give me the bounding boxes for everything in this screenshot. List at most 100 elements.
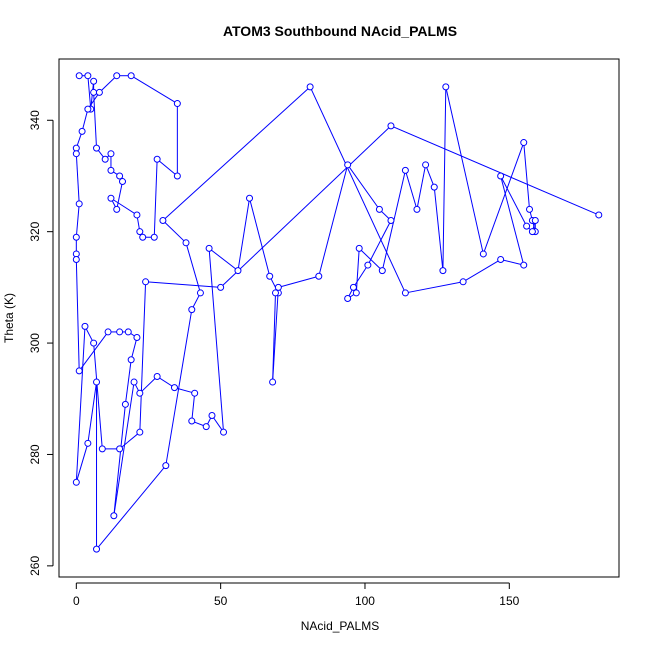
data-point bbox=[528, 228, 536, 236]
data-point bbox=[121, 400, 129, 408]
series-segment bbox=[500, 175, 525, 266]
data-point bbox=[133, 211, 141, 219]
y-axis-label: Theta (K) bbox=[2, 293, 16, 343]
series-segment bbox=[113, 381, 135, 516]
data-point bbox=[246, 194, 254, 202]
data-point bbox=[127, 356, 135, 364]
series-segment bbox=[162, 220, 187, 244]
data-point bbox=[479, 250, 487, 258]
series-segment bbox=[433, 187, 444, 271]
data-point bbox=[497, 172, 505, 180]
data-point bbox=[95, 88, 103, 96]
data-point bbox=[497, 256, 505, 264]
series-segment bbox=[165, 309, 193, 466]
series-segment bbox=[87, 381, 98, 444]
data-point bbox=[136, 389, 144, 397]
data-point bbox=[355, 244, 363, 252]
data-point bbox=[84, 72, 92, 80]
y-tick-label: 340 bbox=[28, 110, 42, 130]
series-segment bbox=[75, 326, 86, 483]
x-axis-label: NAcid_PALMS bbox=[301, 619, 379, 633]
data-point bbox=[531, 217, 539, 225]
data-point bbox=[142, 278, 150, 286]
data-point bbox=[422, 161, 430, 169]
data-point bbox=[413, 205, 421, 213]
data-point bbox=[188, 306, 196, 314]
data-point bbox=[84, 105, 92, 113]
data-point bbox=[130, 378, 138, 386]
data-point bbox=[93, 144, 101, 152]
data-point bbox=[306, 83, 314, 91]
chart-title: ATOM3 Southbound NAcid_PALMS bbox=[223, 23, 457, 39]
series-segment bbox=[278, 275, 319, 288]
data-point bbox=[274, 283, 282, 291]
series-segment bbox=[462, 259, 501, 283]
data-point bbox=[101, 155, 109, 163]
series-segment bbox=[500, 259, 524, 266]
data-point bbox=[344, 161, 352, 169]
plot-frame bbox=[58, 58, 620, 578]
data-point bbox=[173, 100, 181, 108]
series-segment bbox=[78, 331, 109, 372]
data-point bbox=[387, 122, 395, 130]
series-segment bbox=[208, 247, 239, 272]
data-point bbox=[442, 83, 450, 91]
data-point bbox=[162, 462, 170, 470]
series-segment bbox=[87, 75, 92, 110]
data-point bbox=[104, 328, 112, 336]
data-point bbox=[90, 77, 98, 85]
series-segment bbox=[347, 164, 380, 210]
data-point bbox=[271, 289, 279, 297]
series-segment bbox=[81, 109, 89, 132]
data-point bbox=[78, 127, 86, 135]
series-segment bbox=[75, 443, 89, 483]
data-point bbox=[136, 228, 144, 236]
series-line bbox=[75, 75, 599, 550]
series-segment bbox=[208, 248, 225, 433]
data-point bbox=[81, 322, 89, 330]
data-point bbox=[75, 367, 83, 375]
data-point bbox=[352, 289, 360, 297]
x-tick-label: 150 bbox=[499, 594, 519, 608]
data-point bbox=[113, 72, 121, 80]
data-point bbox=[133, 333, 141, 341]
data-point bbox=[107, 194, 115, 202]
data-point bbox=[90, 339, 98, 347]
data-point bbox=[170, 384, 178, 392]
data-point bbox=[107, 166, 115, 174]
series-segment bbox=[353, 264, 369, 288]
data-point bbox=[153, 155, 161, 163]
series-segment bbox=[416, 164, 427, 210]
series-segment bbox=[405, 281, 464, 294]
data-point bbox=[110, 512, 118, 520]
data-point bbox=[153, 372, 161, 380]
series-segment bbox=[93, 343, 103, 449]
data-point bbox=[520, 261, 528, 269]
series-segment bbox=[162, 86, 311, 221]
series-segment bbox=[153, 159, 158, 238]
data-point bbox=[182, 239, 190, 247]
series-segment bbox=[220, 125, 392, 288]
series-segment bbox=[96, 465, 167, 550]
series-segment bbox=[318, 164, 349, 277]
data-point bbox=[191, 389, 199, 397]
series-segment bbox=[249, 198, 271, 277]
data-point bbox=[72, 233, 80, 241]
series-segment bbox=[75, 153, 80, 204]
series-segment bbox=[500, 175, 528, 227]
data-point bbox=[107, 150, 115, 158]
data-point bbox=[401, 166, 409, 174]
data-point bbox=[119, 178, 127, 186]
y-axis: 260 280 300 320 340 bbox=[28, 110, 54, 576]
series-segment bbox=[191, 393, 196, 422]
y-tick-label: 320 bbox=[28, 221, 42, 241]
series-segment bbox=[390, 125, 599, 216]
series-segment bbox=[139, 376, 158, 394]
data-point bbox=[401, 289, 409, 297]
data-point bbox=[93, 545, 101, 553]
data-point bbox=[84, 439, 92, 447]
y-tick-label: 300 bbox=[28, 333, 42, 353]
data-point bbox=[344, 295, 352, 303]
series-points bbox=[72, 72, 603, 553]
